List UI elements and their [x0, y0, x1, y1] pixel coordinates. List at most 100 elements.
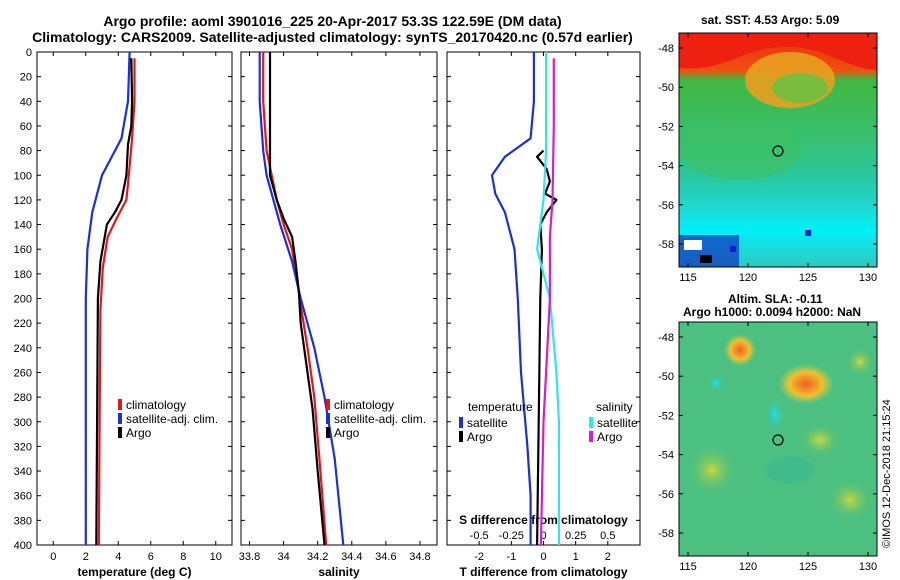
sla-argo-location-marker	[772, 434, 784, 446]
legend-swatch	[326, 399, 330, 410]
plot-frame	[36, 51, 233, 546]
y-tick-label: 340	[14, 466, 32, 478]
series-line-satellite-adj-clim-	[258, 52, 345, 546]
series-line-climatology	[262, 52, 328, 546]
sla-h-title: Argo h1000: 0.0094 h2000: NaN	[683, 305, 862, 319]
legend-label: climatology	[334, 398, 394, 412]
map-lat-label: -50	[658, 82, 674, 94]
map-lat-label: -54	[658, 161, 674, 173]
y-tick-label: 400	[14, 540, 32, 552]
figure-title-line2: Climatology: CARS2009. Satellite-adjuste…	[32, 29, 633, 45]
legend-swatch	[589, 417, 593, 428]
x-tick-label: 8	[180, 551, 186, 563]
x-tick-label: 0	[540, 551, 546, 563]
argo-location-marker	[772, 145, 784, 157]
x-tick-label: 34	[277, 551, 289, 563]
secondary-x-tick-label: 0.5	[600, 530, 615, 542]
x-tick-label: 1	[573, 551, 579, 563]
secondary-x-tick-label: -0.25	[499, 530, 524, 542]
map-lat-label: -56	[658, 200, 674, 212]
map-lat-label: -56	[658, 489, 674, 501]
secondary-x-tick-label: 0	[540, 530, 546, 542]
x-tick-label: 33.8	[239, 551, 260, 563]
legend-label: climatology	[126, 398, 186, 412]
map-lon-label: 115	[679, 272, 697, 284]
secondary-x-axis-label: S difference from climatology	[459, 513, 628, 527]
y-tick-label: 40	[20, 96, 32, 108]
legend-swatch	[459, 417, 463, 428]
map-lon-label: 115	[679, 561, 697, 573]
x-tick-label: 10	[210, 551, 222, 563]
y-tick-label: 300	[14, 417, 32, 429]
x-tick-label: -1	[506, 551, 516, 563]
y-tick-label: 120	[14, 195, 32, 207]
x-tick-label: 4	[115, 551, 121, 563]
legend-label: Argo	[334, 426, 360, 440]
map-lat-label: -52	[658, 121, 674, 133]
y-tick-label: 280	[14, 392, 32, 404]
y-tick-label: 140	[14, 220, 32, 232]
y-tick-label: 20	[20, 72, 32, 84]
series-line-salinity-argo	[539, 58, 555, 546]
series-line-argo	[268, 52, 326, 546]
y-tick-label: 220	[14, 318, 32, 330]
series-line-climatology	[97, 58, 136, 546]
map-lon-label: 120	[739, 561, 757, 573]
sla-map	[679, 322, 877, 556]
map-lat-label: -52	[658, 410, 674, 422]
map-lat-label: -54	[658, 450, 674, 462]
legend-label: Argo	[467, 430, 493, 444]
legend-swatch	[326, 413, 330, 424]
y-tick-label: 60	[20, 121, 32, 133]
legend-label: Argo	[126, 426, 152, 440]
legend-swatch	[326, 427, 330, 438]
x-tick-label: 34.6	[375, 551, 396, 563]
legend-swatch	[118, 413, 122, 424]
map-lon-label: 130	[859, 272, 877, 284]
sst-map-title: sat. SST: 4.53 Argo: 5.09	[701, 13, 840, 27]
x-axis-label: temperature (deg C)	[77, 565, 191, 579]
figure-title-line1: Argo profile: aoml 3901016_225 20-Apr-20…	[103, 13, 562, 29]
legend-label: satellite-adj. clim.	[126, 412, 218, 426]
legend-label: satellite	[467, 416, 508, 430]
x-tick-label: 0	[50, 551, 56, 563]
legend-label: satellite-adj. clim.	[334, 412, 426, 426]
chart-panel-1: 0204060801001201401601802002202402602803…	[14, 47, 233, 579]
series-line-argo	[95, 58, 134, 546]
map-lon-label: 125	[799, 272, 817, 284]
legend-swatch	[459, 431, 463, 442]
sla-map-title: Altim. SLA: -0.11	[728, 292, 823, 306]
map-lon-label: 130	[859, 561, 877, 573]
legend-swatch	[118, 427, 122, 438]
y-tick-label: 380	[14, 515, 32, 527]
legend-label: Argo	[597, 430, 623, 444]
y-tick-label: 240	[14, 343, 32, 355]
sst-map	[679, 33, 877, 267]
y-tick-label: 260	[14, 367, 32, 379]
map-lat-label: -50	[658, 371, 674, 383]
map-lat-label: -58	[658, 239, 674, 251]
y-tick-label: 100	[14, 170, 32, 182]
y-tick-label: 0	[26, 47, 32, 59]
series-line-temperature-satellite	[490, 52, 536, 545]
x-tick-label: 34.2	[307, 551, 328, 563]
series-line-satellite-adj-clim-	[84, 51, 131, 545]
secondary-x-tick-label: 0.25	[565, 530, 586, 542]
y-tick-label: 180	[14, 269, 32, 281]
legend-label: satellite	[597, 416, 638, 430]
y-tick-label: 200	[14, 294, 32, 306]
x-tick-label: 2	[83, 551, 89, 563]
secondary-x-tick-label: -0.5	[470, 530, 489, 542]
map-lat-label: -48	[658, 332, 674, 344]
x-tick-label: -2	[474, 551, 484, 563]
x-axis-label: T difference from climatology	[459, 565, 627, 579]
x-tick-label: 2	[605, 551, 611, 563]
map-lon-label: 125	[799, 561, 817, 573]
map-lat-label: -48	[658, 43, 674, 55]
legend-swatch	[118, 399, 122, 410]
chart-panel-3: -2 -1 0 1 2 T difference from climatology S di…	[446, 51, 641, 579]
imos-watermark: ©IMOS 12-Dec-2018 21:15:24	[881, 399, 893, 548]
y-tick-label: 320	[14, 441, 32, 453]
map-lon-label: 120	[739, 272, 757, 284]
